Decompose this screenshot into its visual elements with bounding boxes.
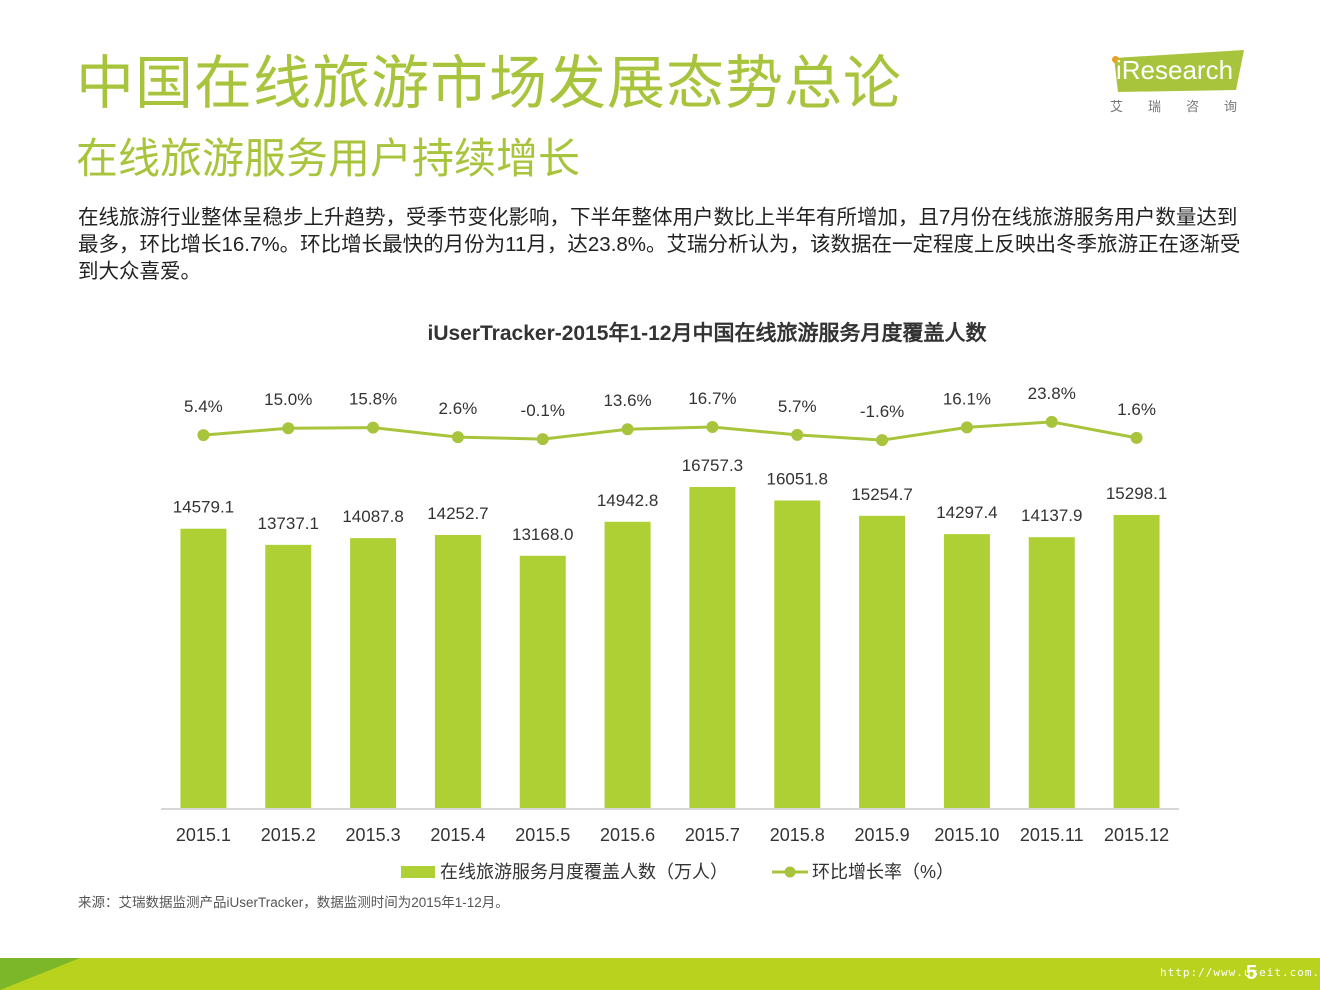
growth-point-2015.3 [367,421,380,434]
growth-point-2015.9 [876,434,889,447]
logo-banner-icon [1114,50,1244,92]
growth-label: 13.6% [603,391,651,410]
x-tick-label: 2015.7 [685,825,740,845]
growth-label: 5.4% [184,397,223,416]
growth-point-2015.1 [197,429,210,442]
growth-label: 5.7% [778,397,817,416]
growth-point-2015.7 [706,420,719,433]
bar-2015.3 [350,538,397,808]
bar-label: 14252.7 [427,504,488,523]
chart: 14579.1 2015.1 13737.1 2015.2 14087.8 2015.3 1… [161,384,1179,882]
bar-2015.11 [1028,537,1075,808]
growth-line [203,420,1137,442]
page-number: 5 [1246,962,1258,984]
bar-2015.9 [859,515,906,808]
bar-label: 14137.9 [1021,506,1082,525]
legend-bar-label: 在线旅游服务月度覆盖人数（万人） [440,862,728,882]
bar-2015.4 [434,534,481,808]
logo-brand: iResearch [1116,55,1234,85]
bar-2015.6 [604,521,651,808]
page-subtitle: 在线旅游服务用户持续增长 [76,135,581,182]
iresearch-logo: iResearch 艾瑞咨询 [1108,48,1248,118]
x-tick-label: 2015.6 [600,825,655,845]
growth-label: 16.1% [943,389,991,408]
bar-label: 15254.7 [851,485,912,504]
bar-label: 14087.8 [342,507,403,526]
bar-2015.10 [943,534,990,808]
bar-2015.1 [180,528,227,808]
bar-label: 14297.4 [936,503,997,522]
growth-label: 16.7% [688,389,736,408]
legend-line-label: 环比增长率（%） [812,862,954,882]
growth-label: 1.6% [1117,400,1156,419]
growth-point-2015.10 [960,421,973,434]
bar-label: 16051.8 [767,470,828,489]
bar-label: 14579.1 [173,498,234,517]
growth-point-2015.4 [451,431,464,444]
bar-2015.2 [265,544,312,808]
x-tick-label: 2015.9 [855,825,910,845]
growth-point-2015.11 [1045,415,1058,428]
x-tick-label: 2015.2 [261,825,316,845]
logo-dot-icon [1112,56,1119,63]
x-tick-label: 2015.11 [1020,825,1084,845]
legend-bar-swatch [401,866,435,878]
bar-label: 13737.1 [258,514,319,533]
bar-label: 16757.3 [682,456,743,475]
x-tick-label: 2015.4 [430,825,485,845]
legend-line-marker [784,866,796,878]
growth-point-2015.6 [621,423,634,436]
growth-label: -0.1% [521,401,565,420]
growth-label: -1.6% [860,402,904,421]
x-tick-label: 2015.10 [934,825,999,845]
bar-2015.8 [774,500,821,808]
footer-band [0,958,1320,990]
bar-2015.5 [519,555,566,808]
growth-label: 15.0% [264,390,312,409]
bar-label: 13168.0 [512,525,573,544]
x-tick-label: 2015.5 [515,825,570,845]
footer-url: http://www.useit.com.cn [1160,966,1320,979]
bar-label: 14942.8 [597,491,658,510]
source-note: 来源：艾瑞数据监测产品iUserTracker，数据监测时间为2015年1-12… [78,895,509,910]
x-tick-label: 2015.8 [770,825,825,845]
x-tick-label: 2015.1 [176,825,231,845]
bar-label: 15298.1 [1106,484,1167,503]
footer-accent [0,958,80,990]
summary-text: 在线旅游行业整体呈稳步上升趋势，受季节变化影响，下半年整体用户数比上半年有所增加… [78,206,1241,283]
growth-point-2015.2 [282,422,295,435]
page-title: 中国在线旅游市场发展态势总论 [76,51,903,116]
bar-2015.12 [1113,514,1160,808]
x-tick-label: 2015.3 [346,825,401,845]
growth-label: 15.8% [349,390,397,409]
growth-point-2015.8 [791,428,804,441]
growth-point-2015.5 [536,433,549,446]
chart-title: iUserTracker-2015年1-12月中国在线旅游服务月度覆盖人数 [427,322,987,345]
growth-point-2015.12 [1130,431,1143,444]
logo-banner-shape [1114,50,1244,92]
logo-chinese-name: 艾瑞咨询 [1110,99,1263,114]
growth-label: 23.8% [1028,384,1076,403]
growth-label: 2.6% [439,399,478,418]
x-tick-label: 2015.12 [1104,825,1169,845]
bar-2015.7 [689,487,736,808]
